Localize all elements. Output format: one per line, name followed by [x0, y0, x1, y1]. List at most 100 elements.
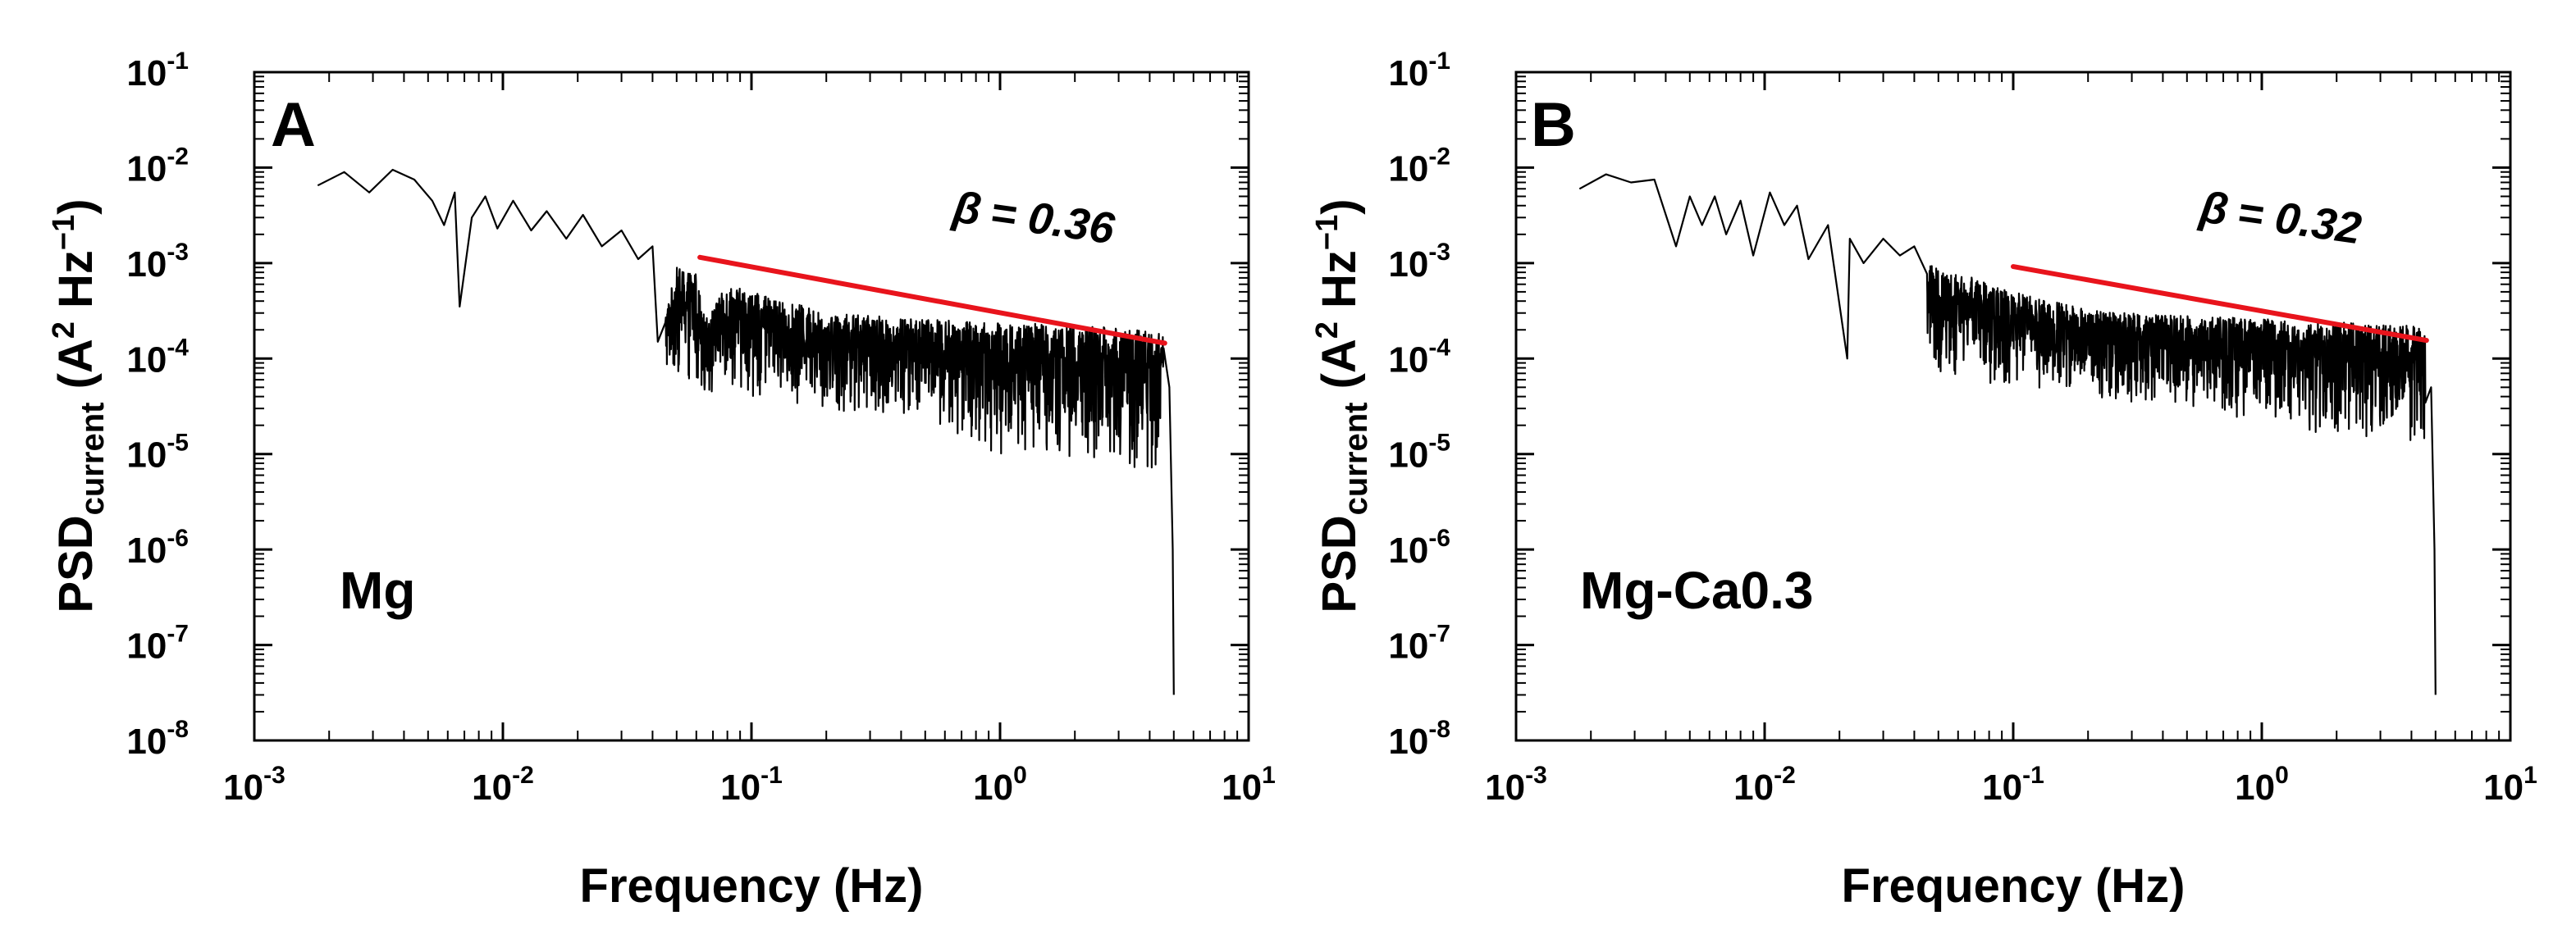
x-tick-label: 10-2: [1733, 762, 1796, 808]
minor-ticks: [1516, 72, 2510, 740]
y-tick-label: 10-1: [1388, 48, 1450, 93]
y-tick-exp: -6: [1428, 525, 1450, 552]
x-tick-exp: -3: [263, 762, 285, 789]
x-tick-exp: 0: [2275, 762, 2289, 789]
y-title-unit-mid: Hz: [1313, 250, 1366, 321]
y-tick-base: 10: [126, 626, 167, 667]
x-tick-label: 10-3: [1485, 762, 1547, 808]
y-tick-labels: 10-110-210-310-410-510-610-710-8: [1388, 48, 1450, 762]
y-title-unit-close: ): [1313, 198, 1366, 214]
x-tick-label: 101: [1222, 762, 1276, 808]
y-tick-base: 10: [1388, 53, 1428, 93]
y-tick-exp: -5: [1428, 430, 1450, 457]
y-tick-exp: -1: [1428, 48, 1450, 75]
y-tick-exp: -8: [1428, 716, 1450, 743]
y-tick-base: 10: [1388, 531, 1428, 571]
y-title-unit-inv: −1: [1310, 215, 1345, 250]
y-tick-exp: -6: [167, 525, 189, 552]
y-axis-title: PSDcurrent (A2 Hz−1): [1310, 198, 1374, 613]
y-tick-exp: -5: [167, 430, 189, 457]
panel-a: 10-3 10-2 10-1 100 101 10-110-210-310-410-51…: [47, 48, 1276, 913]
x-tick-label: 10-3: [223, 762, 285, 808]
y-tick-base: 10: [126, 53, 167, 93]
y-tick-label: 10-5: [1388, 430, 1450, 476]
y-tick-exp: -7: [1428, 621, 1450, 648]
y-tick-base: 10: [1388, 244, 1428, 285]
y-tick-exp: -2: [167, 143, 189, 170]
x-tick-exp: 1: [2523, 762, 2537, 789]
y-title-unit-sq: 2: [1310, 321, 1345, 339]
x-tick-label: 10-1: [1982, 762, 2044, 808]
y-tick-label: 10-8: [126, 716, 189, 762]
minor-ticks: [254, 72, 1249, 740]
panel-letter: B: [1531, 90, 1576, 160]
y-tick-exp: -1: [167, 48, 189, 75]
y-title-main: PSD: [1313, 515, 1366, 613]
y-tick-base: 10: [1388, 722, 1428, 762]
x-tick-labels: 10-3 10-2 10-1 100 101: [1485, 762, 2537, 808]
major-ticks: [1514, 71, 2512, 742]
x-tick-exp: -2: [512, 762, 534, 789]
y-tick-base: 10: [126, 435, 167, 476]
y-tick-exp: -2: [1428, 143, 1450, 170]
x-tick-base: 10: [1982, 768, 2022, 808]
y-tick-label: 10-3: [126, 239, 189, 285]
y-tick-exp: -8: [167, 716, 189, 743]
y-tick-exp: -3: [1428, 239, 1450, 266]
psd-series-line: [317, 168, 1175, 695]
y-axis-title: PSDcurrent (A2 Hz−1): [47, 198, 111, 613]
x-tick-label: 10-2: [472, 762, 534, 808]
y-title-unit-sq: 2: [47, 321, 81, 339]
y-tick-base: 10: [1388, 148, 1428, 189]
y-tick-exp: -4: [167, 334, 189, 361]
y-tick-base: 10: [1388, 626, 1428, 667]
x-tick-base: 10: [973, 768, 1013, 808]
y-title-unit-inv: −1: [47, 215, 81, 250]
sample-annotation: Mg: [340, 561, 415, 620]
x-tick-base: 10: [1222, 768, 1262, 808]
y-tick-label: 10-6: [1388, 525, 1450, 571]
y-tick-label: 10-4: [126, 334, 189, 380]
x-tick-label: 100: [973, 762, 1027, 808]
y-tick-label: 10-4: [1388, 334, 1450, 380]
x-tick-exp: 0: [1013, 762, 1027, 789]
x-tick-base: 10: [720, 768, 760, 808]
y-tick-label: 10-2: [126, 143, 189, 189]
y-tick-base: 10: [1388, 435, 1428, 476]
y-tick-label: 10-5: [126, 430, 189, 476]
x-tick-base: 10: [1733, 768, 1774, 808]
y-tick-exp: -3: [167, 239, 189, 266]
series-layer: [317, 168, 1175, 695]
y-tick-label: 10-7: [1388, 621, 1450, 667]
x-tick-base: 10: [1485, 768, 1525, 808]
y-tick-base: 10: [126, 148, 167, 189]
power-law-fit-line: [2011, 264, 2429, 344]
x-tick-exp: -1: [760, 762, 783, 789]
y-tick-base: 10: [126, 244, 167, 285]
x-tick-exp: -1: [2022, 762, 2044, 789]
x-tick-exp: 1: [1262, 762, 1276, 789]
y-tick-base: 10: [1388, 339, 1428, 380]
x-axis-title: Frequency (Hz): [580, 859, 924, 913]
y-tick-label: 10-8: [1388, 716, 1450, 762]
y-tick-label: 10-6: [126, 525, 189, 571]
x-tick-base: 10: [2483, 768, 2523, 808]
y-tick-exp: -7: [167, 621, 189, 648]
sample-annotation: Mg-Ca0.3: [1580, 561, 1814, 620]
power-law-fit-line: [697, 254, 1167, 346]
y-title-unit-open: (A: [49, 339, 103, 402]
x-tick-label: 101: [2483, 762, 2537, 808]
series-layer: [1578, 173, 2437, 695]
x-tick-base: 10: [223, 768, 263, 808]
x-tick-label: 100: [2235, 762, 2289, 808]
y-title-unit-mid: Hz: [49, 250, 103, 321]
y-tick-label: 10-3: [1388, 239, 1450, 285]
panel-letter: A: [271, 90, 316, 160]
x-tick-label: 10-1: [720, 762, 783, 808]
x-tick-exp: -2: [1774, 762, 1796, 789]
plot-frame: [1514, 71, 2512, 742]
y-title-unit-close: ): [49, 198, 103, 214]
psd-series-line: [1578, 173, 2437, 695]
y-tick-label: 10-2: [1388, 143, 1450, 189]
